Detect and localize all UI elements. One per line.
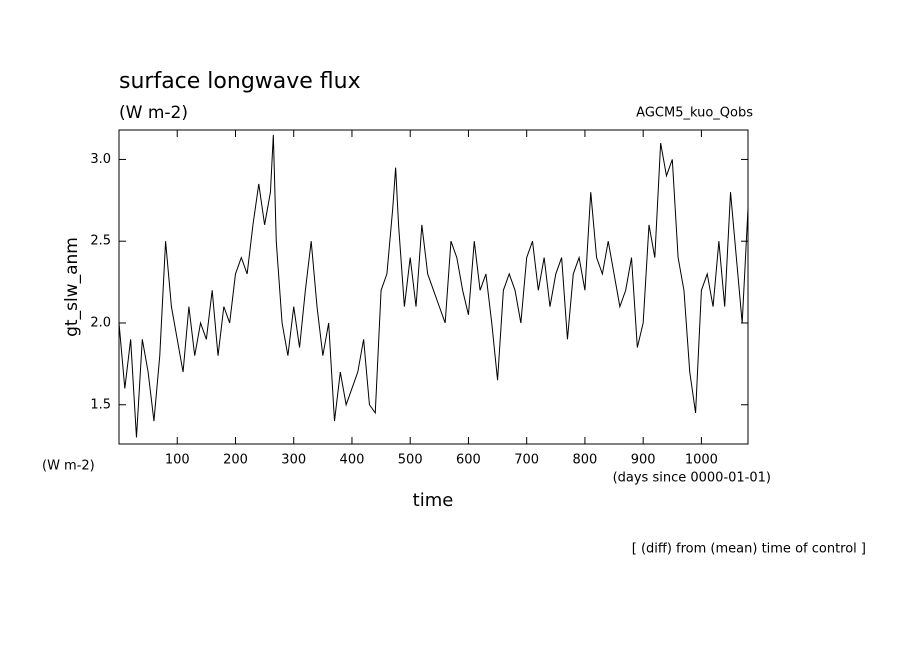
chart-title: surface longwave flux xyxy=(119,69,361,94)
x-tick-label: 300 xyxy=(281,453,306,468)
y-axis-label: gt_slw_anm xyxy=(62,237,82,337)
x-tick-label: 1000 xyxy=(685,453,718,468)
y-tick-label: 2.0 xyxy=(90,315,111,330)
footer: [ (diff) from (mean) time of control ] xyxy=(632,542,866,557)
x-tick-label: 500 xyxy=(398,453,423,468)
x-tick-label: 100 xyxy=(165,453,190,468)
y-tick-label: 2.5 xyxy=(90,234,111,249)
plot-frame xyxy=(118,129,749,445)
x-tick-label: 400 xyxy=(340,453,365,468)
x-tick-label: 900 xyxy=(631,453,656,468)
y-tick-label: 3.0 xyxy=(90,152,111,167)
chart-subtitle: (W m-2) xyxy=(119,103,188,123)
x-axis-label: time xyxy=(413,490,454,511)
data-line xyxy=(118,134,749,438)
x-tick-label: 200 xyxy=(223,453,248,468)
y-unit: (W m-2) xyxy=(42,459,95,474)
x-tick-label: 600 xyxy=(456,453,481,468)
y-tick-label: 1.5 xyxy=(90,397,111,412)
x-tick-label: 800 xyxy=(573,453,598,468)
x-tick-label: 700 xyxy=(514,453,539,468)
annotation: AGCM5_kuo_Qobs xyxy=(636,106,753,121)
x-unit: (days since 0000-01-01) xyxy=(613,471,771,486)
